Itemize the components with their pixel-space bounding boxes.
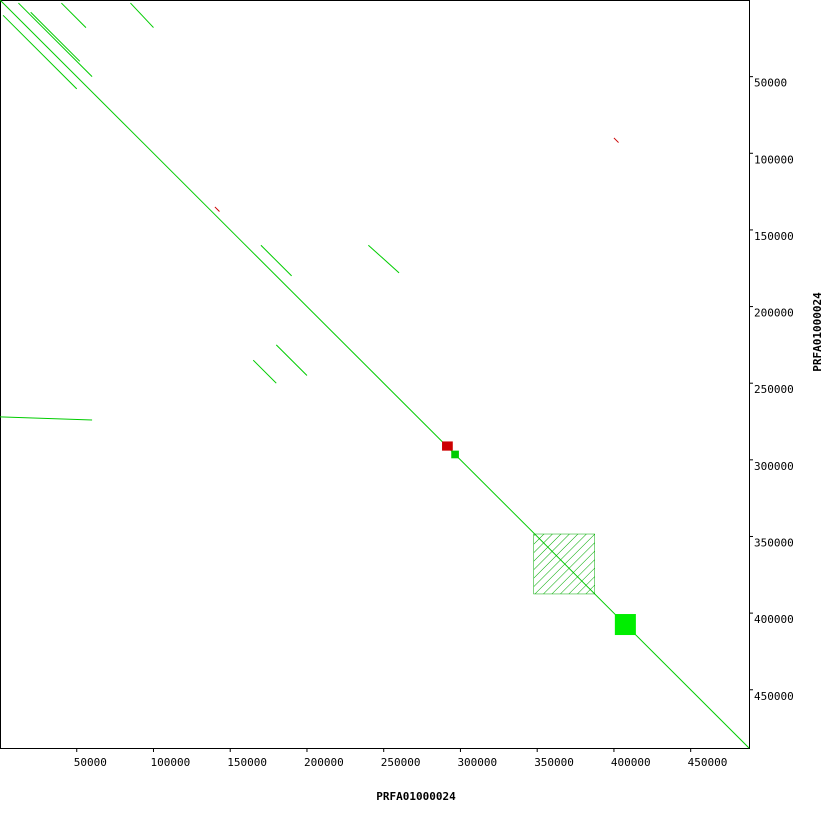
y-tick-label: 250000 — [754, 383, 794, 396]
alignment-segment — [30, 11, 81, 62]
y-tick-label: 200000 — [754, 307, 794, 320]
alignment-segment — [0, 416, 93, 421]
y-tick-label: 100000 — [754, 153, 794, 166]
alignment-segment — [18, 2, 93, 77]
plot-frame — [0, 0, 750, 749]
alignment-segment — [2, 14, 78, 90]
alignment-segment — [613, 137, 619, 143]
x-tick-label: 150000 — [227, 756, 267, 769]
alignment-segment — [275, 344, 308, 376]
x-tick-label: 450000 — [688, 756, 728, 769]
alignment-segment — [368, 244, 400, 274]
x-tick-label: 400000 — [611, 756, 651, 769]
y-tick-label: 300000 — [754, 460, 794, 473]
x-tick-label: 250000 — [381, 756, 421, 769]
x-tick-label: 300000 — [457, 756, 497, 769]
alignment-segment — [130, 2, 154, 28]
y-tick-label: 350000 — [754, 536, 794, 549]
alignment-segment — [260, 244, 292, 277]
x-tick-label: 50000 — [74, 756, 107, 769]
y-axis-title: PRFA01000024 — [811, 292, 824, 372]
alignment-segment — [214, 206, 220, 212]
alignment-block — [533, 533, 595, 595]
x-tick-label: 100000 — [150, 756, 190, 769]
x-tick-label: 350000 — [534, 756, 574, 769]
x-axis-title: PRFA01000024 — [376, 790, 456, 803]
y-tick-label: 50000 — [754, 77, 787, 90]
alignment-block — [451, 450, 459, 459]
y-tick-label: 450000 — [754, 690, 794, 703]
alignment-block — [442, 441, 453, 451]
alignment-segment — [0, 0, 750, 749]
x-tick-label: 200000 — [304, 756, 344, 769]
alignment-segment — [252, 359, 277, 384]
y-tick-label: 400000 — [754, 613, 794, 626]
alignment-segment — [61, 2, 87, 28]
alignment-block — [614, 614, 636, 636]
y-tick-label: 150000 — [754, 230, 794, 243]
